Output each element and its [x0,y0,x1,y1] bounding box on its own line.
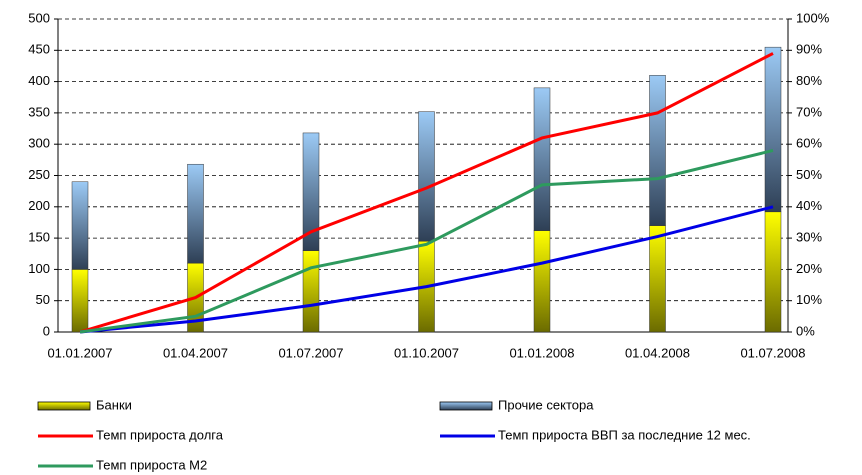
y2-tick-label: 70% [796,104,822,119]
bar [649,225,666,333]
y-tick-label: 150 [28,230,50,245]
y-tick-label: 350 [28,104,50,119]
y2-tick-label: 10% [796,292,822,307]
y2-tick-label: 50% [796,167,822,182]
line [79,52,774,334]
line [79,149,774,334]
bar [71,181,89,270]
legend-swatch [439,401,493,411]
line [79,205,774,334]
y-tick-label: 200 [28,198,50,213]
y2-tick-label: 40% [796,198,822,213]
bar [764,46,782,213]
bar [71,269,89,333]
bar [764,211,782,333]
legend-label: Темп прироста долга [96,427,224,442]
y-tick-label: 400 [28,73,50,88]
legend-label: Банки [96,397,132,412]
bar [302,250,320,333]
bar [533,87,551,231]
legend-label: Темп прироста М2 [96,457,207,472]
x-tick-label: 01.07.2008 [740,345,805,360]
x-tick-label: 01.04.2008 [625,345,690,360]
y2-tick-label: 0% [796,323,815,338]
legend-label: Темп прироста ВВП за последние 12 мес. [498,427,751,442]
y2-tick-label: 20% [796,261,822,276]
bar [302,132,320,251]
y-tick-label: 250 [28,167,50,182]
y-tick-label: 500 [28,10,50,25]
legend-swatch [37,401,91,411]
bar [649,75,666,226]
x-tick-label: 01.01.2008 [509,345,574,360]
bar [418,111,435,242]
y-tick-label: 0 [43,323,50,338]
y2-tick-label: 100% [796,10,830,25]
x-tick-label: 01.04.2007 [163,345,228,360]
y2-tick-label: 60% [796,136,822,151]
y-tick-label: 450 [28,42,50,57]
y-tick-label: 50 [36,292,50,307]
y-tick-label: 100 [28,261,50,276]
legend-label: Прочие сектора [498,397,594,412]
y2-tick-label: 80% [796,73,822,88]
y2-tick-label: 30% [796,230,822,245]
x-tick-label: 01.10.2007 [394,345,459,360]
y-tick-label: 300 [28,136,50,151]
y2-tick-label: 90% [796,42,822,57]
bar [533,230,551,333]
x-tick-label: 01.01.2007 [47,345,112,360]
bar [187,163,204,264]
x-tick-label: 01.07.2007 [278,345,343,360]
